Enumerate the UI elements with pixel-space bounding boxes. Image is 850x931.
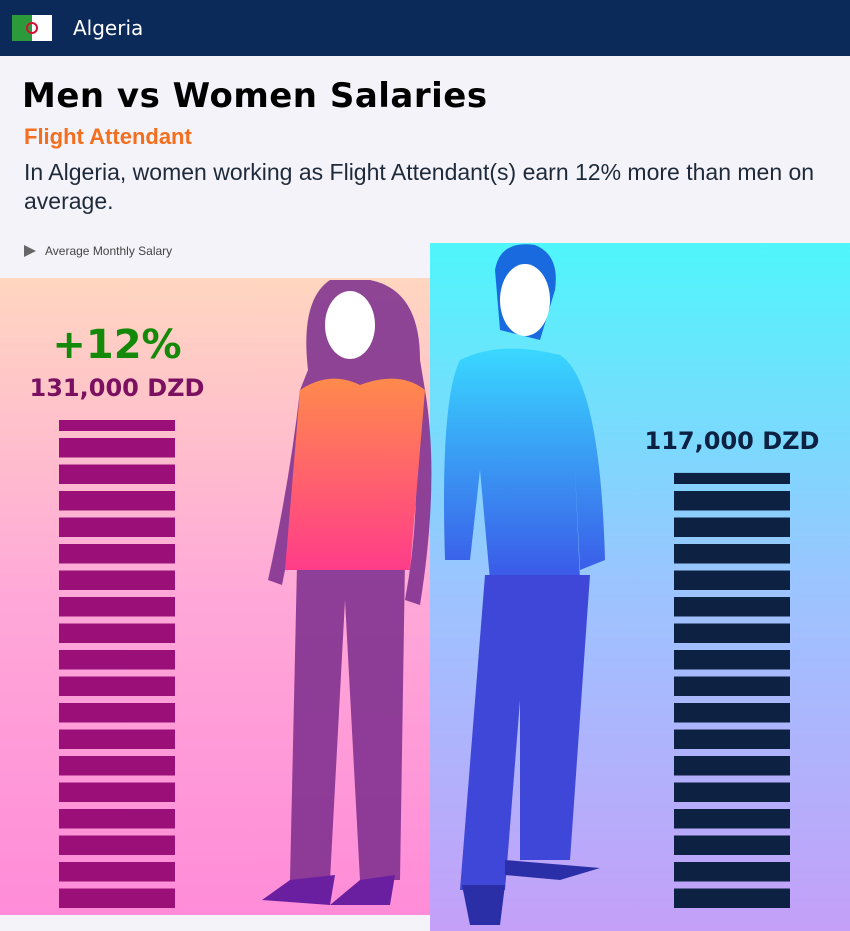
man-illustration (444, 244, 605, 925)
description: In Algeria, women working as Flight Atte… (24, 159, 815, 214)
bar (674, 472, 790, 915)
country: Algeria (73, 16, 144, 40)
legend: Average Monthly Salary (45, 244, 173, 258)
flag (12, 15, 52, 41)
difference-label: +12% (52, 322, 181, 368)
header: Algeria (0, 0, 850, 56)
subtitle: Flight Attendant (24, 124, 192, 149)
value-label: 131,000 DZD (30, 374, 205, 402)
value-label: 117,000 DZD (645, 427, 820, 455)
title: Men vs Women Salaries (22, 76, 488, 116)
woman-illustration (262, 280, 432, 905)
bar (59, 420, 175, 915)
legend-icon (24, 245, 36, 257)
